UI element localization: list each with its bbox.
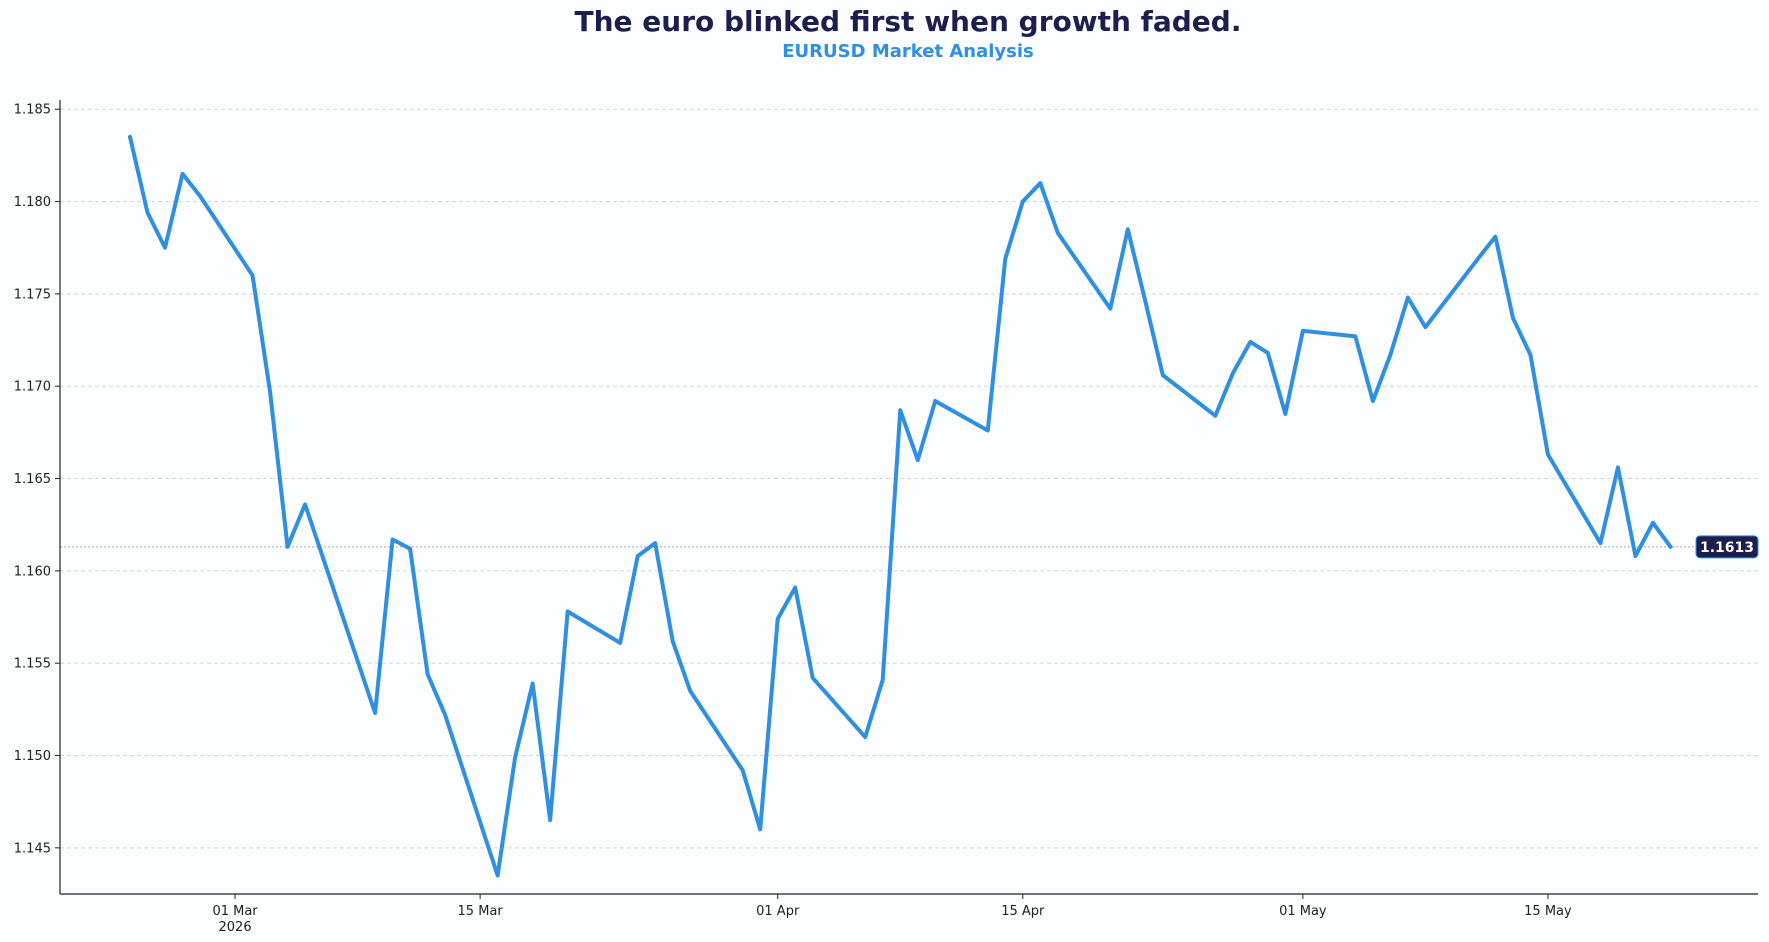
x-tick-label: 01 May <box>1279 904 1327 919</box>
y-tick-label: 1.160 <box>14 564 51 579</box>
eurusd-series-line <box>128 134 1673 878</box>
y-tick-label: 1.155 <box>14 657 51 672</box>
x-tick-label: 15 Mar <box>458 904 504 919</box>
chart-title: The euro blinked first when growth faded… <box>575 5 1242 38</box>
y-tick-label: 1.145 <box>14 841 51 856</box>
series-layer <box>128 134 1673 878</box>
x-tick-label: 01 Apr <box>756 904 800 919</box>
last-value-badge-group: 1.1613 <box>1695 535 1759 559</box>
y-tick-label: 1.185 <box>14 103 51 118</box>
y-tick-label: 1.150 <box>14 749 51 764</box>
y-tick-label: 1.175 <box>14 287 51 302</box>
x-tick-label: 01 Mar <box>212 904 258 919</box>
chart-subtitle: EURUSD Market Analysis <box>782 41 1033 62</box>
axes: 1.145 1.150 1.155 1.160 1.165 1.170 1.175 1.180… <box>14 100 1758 935</box>
last-value-label: 1.1613 <box>1700 540 1754 556</box>
x-tick-sublabel: 2026 <box>219 920 252 935</box>
x-tick-label: 15 May <box>1524 904 1572 919</box>
y-tick-label: 1.170 <box>14 380 51 395</box>
y-tick-label: 1.165 <box>14 472 51 487</box>
y-tick-label: 1.180 <box>14 195 51 210</box>
x-tick-label: 15 Apr <box>1001 904 1045 919</box>
grid-lines <box>60 108 1758 849</box>
last-value-badge <box>1695 535 1759 559</box>
